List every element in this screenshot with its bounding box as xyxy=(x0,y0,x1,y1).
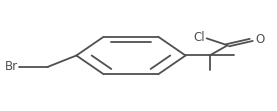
Text: O: O xyxy=(255,33,264,46)
Text: Br: Br xyxy=(5,60,18,73)
Text: Cl: Cl xyxy=(194,31,205,44)
